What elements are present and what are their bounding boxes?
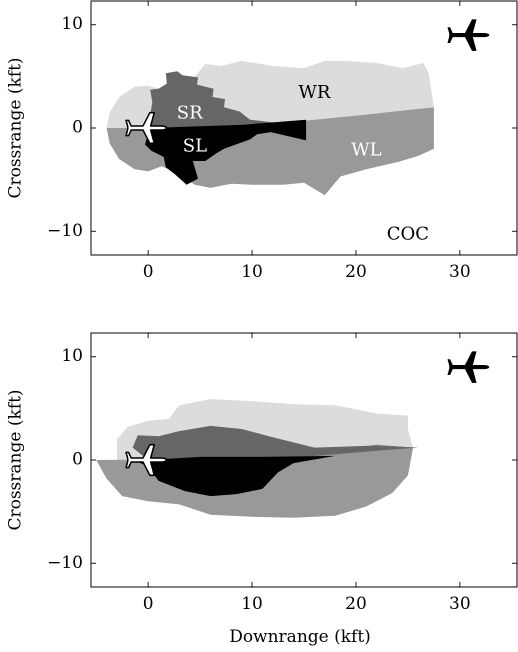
airplane-icon [447, 351, 490, 383]
x-tick-label: 20 [345, 594, 367, 614]
y-tick-label: 0 [72, 450, 83, 470]
region-sl [145, 119, 307, 185]
y-tick-label: −10 [47, 221, 83, 241]
region-sr [148, 71, 294, 128]
regions-layer [96, 399, 419, 518]
y-tick-label: −10 [47, 553, 83, 573]
y-axis-title: Crossrange (kft) [6, 57, 26, 198]
chart-panel-bottom: 0 10 20 30 −10 0 10 Crossrange (kft) Downrange (… [6, 332, 518, 647]
airplane-outline-icon [125, 111, 168, 145]
x-tick-label: 10 [241, 262, 263, 282]
regions-layer [106, 60, 434, 196]
chart-panel-top: WR SR SL WL COC 0 10 20 30 −10 0 10 Crossrange (kft) [6, 0, 518, 282]
x-tick-label: 10 [241, 594, 263, 614]
x-axis-title: Downrange (kft) [229, 627, 371, 647]
airplane-icon [447, 19, 490, 51]
region-label-sl: SL [183, 136, 207, 157]
x-tick-label: 0 [143, 594, 154, 614]
y-tick-label: 0 [72, 118, 83, 138]
y-tick-label: 10 [61, 346, 83, 366]
airplane-outline-icon [125, 443, 168, 477]
region-label-wr: WR [298, 82, 331, 103]
y-axis-title: Crossrange (kft) [6, 389, 26, 530]
y-tick-label: 10 [61, 14, 83, 34]
region-label-coc: COC [387, 223, 429, 244]
region-label-wl: WL [351, 140, 382, 161]
x-tick-label: 30 [449, 262, 471, 282]
x-tick-label: 0 [143, 262, 154, 282]
x-tick-label: 20 [345, 262, 367, 282]
region-sr [132, 425, 419, 460]
region-sl [132, 455, 336, 497]
region-label-sr: SR [177, 103, 203, 124]
x-tick-label: 30 [449, 594, 471, 614]
